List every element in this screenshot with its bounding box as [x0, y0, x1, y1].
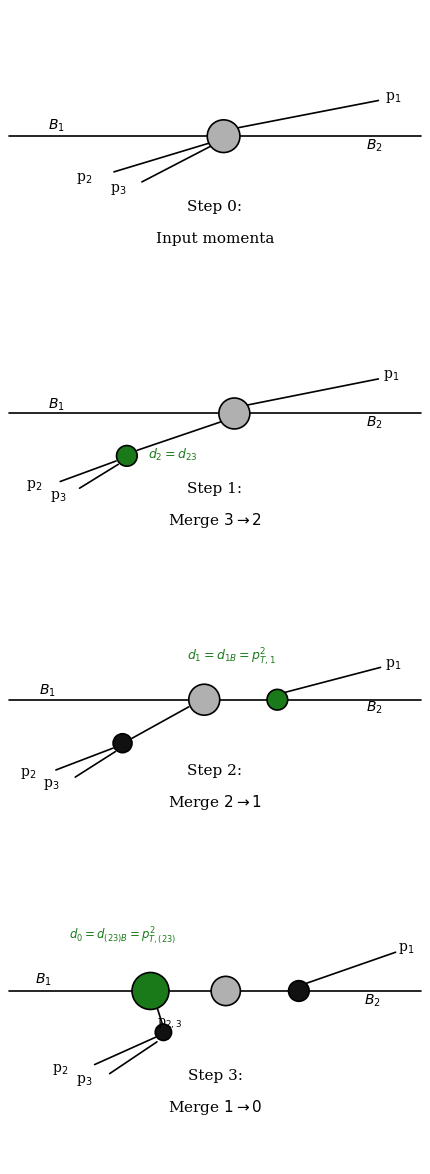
- Text: $d_2=d_{23}$: $d_2=d_{23}$: [148, 446, 198, 463]
- Text: Merge $1 \to 0$: Merge $1 \to 0$: [168, 1099, 262, 1118]
- Ellipse shape: [155, 1024, 172, 1040]
- Text: $B_2$: $B_2$: [364, 992, 380, 1008]
- Text: p$_2$: p$_2$: [52, 1061, 68, 1077]
- Ellipse shape: [211, 977, 240, 1006]
- Text: p$_{2,3}$: p$_{2,3}$: [157, 1017, 182, 1031]
- Ellipse shape: [113, 734, 132, 753]
- Ellipse shape: [289, 980, 309, 1001]
- Text: Step 3:: Step 3:: [187, 1070, 243, 1084]
- Text: p$_2$: p$_2$: [20, 767, 36, 781]
- Ellipse shape: [267, 689, 288, 710]
- Text: Step 2:: Step 2:: [187, 764, 243, 778]
- Text: p$_3$: p$_3$: [43, 777, 60, 792]
- Text: $B_1$: $B_1$: [39, 682, 55, 699]
- Ellipse shape: [189, 684, 220, 715]
- Text: Merge $2 \to 1$: Merge $2 \to 1$: [168, 794, 262, 812]
- Text: p$_3$: p$_3$: [76, 1073, 92, 1088]
- Text: $d_1=d_{1B}=p^2_{T,1}$: $d_1=d_{1B}=p^2_{T,1}$: [187, 647, 276, 668]
- Text: $B_2$: $B_2$: [366, 137, 382, 154]
- Text: p$_2$: p$_2$: [76, 171, 92, 185]
- Text: p$_3$: p$_3$: [50, 488, 66, 504]
- Text: p$_1$: p$_1$: [385, 656, 402, 672]
- Text: $B_1$: $B_1$: [48, 117, 64, 134]
- Ellipse shape: [117, 446, 137, 466]
- Text: $B_2$: $B_2$: [366, 414, 382, 431]
- Text: Merge $3 \to 2$: Merge $3 \to 2$: [168, 512, 262, 531]
- Text: $B_1$: $B_1$: [48, 397, 64, 413]
- Text: Step 0:: Step 0:: [187, 201, 243, 215]
- Text: $B_2$: $B_2$: [366, 700, 382, 716]
- Text: $B_1$: $B_1$: [35, 972, 51, 989]
- Text: Step 1:: Step 1:: [187, 483, 243, 497]
- Text: $d_0=d_{(23)B}=p^2_{T,(23)}$: $d_0=d_{(23)B}=p^2_{T,(23)}$: [69, 926, 176, 947]
- Text: p$_1$: p$_1$: [385, 89, 402, 104]
- Ellipse shape: [132, 972, 169, 1010]
- Ellipse shape: [219, 398, 250, 429]
- Ellipse shape: [207, 120, 240, 153]
- Text: p$_3$: p$_3$: [110, 182, 126, 197]
- Text: p$_1$: p$_1$: [398, 942, 415, 957]
- Text: p$_1$: p$_1$: [383, 369, 399, 383]
- Text: Input momenta: Input momenta: [156, 232, 274, 247]
- Text: p$_2$: p$_2$: [26, 479, 43, 493]
